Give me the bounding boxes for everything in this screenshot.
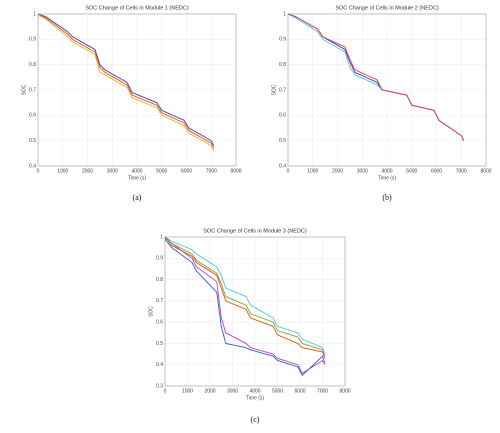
x-tick-label: 7000: [206, 168, 217, 174]
x-tick-label: 0: [287, 168, 290, 174]
x-tick-label: 5000: [156, 168, 167, 174]
x-tick-label: 8000: [480, 168, 491, 174]
x-tick-label: 5000: [406, 168, 417, 174]
y-tick-label: 0.4: [29, 163, 36, 169]
y-tick-label: 0.5: [29, 138, 36, 144]
y-tick-label: 0.4: [279, 163, 286, 169]
x-tick-label: 4000: [381, 168, 392, 174]
x-tick-label: 1000: [57, 168, 68, 174]
caption: (c): [251, 415, 260, 424]
y-tick-label: 0.6: [279, 113, 286, 119]
y-axis-label: SOC: [148, 306, 154, 317]
series-line: [164, 238, 326, 377]
x-tick-label: 5000: [272, 388, 283, 394]
x-axis-label: Time (s): [378, 175, 396, 181]
x-tick-label: 2000: [204, 388, 215, 394]
x-tick-label: 3000: [357, 168, 368, 174]
y-tick-label: 0.6: [156, 319, 163, 325]
x-tick-label: 4000: [249, 388, 260, 394]
y-tick-label: 0.8: [29, 62, 36, 68]
caption: (a): [133, 193, 142, 202]
x-tick-label: 0: [164, 388, 167, 394]
x-tick-label: 2000: [82, 168, 93, 174]
x-tick-label: 0: [37, 168, 40, 174]
chart-title: SOC Change of Cells in Module 2 (NEDC): [335, 5, 438, 11]
x-tick-label: 1000: [307, 168, 318, 174]
x-tick-label: 4000: [131, 168, 142, 174]
series-line: [164, 236, 326, 359]
caption: (b): [382, 193, 392, 202]
y-tick-label: 0.9: [279, 37, 286, 43]
series-line: [37, 14, 215, 151]
series-line: [37, 13, 215, 149]
y-tick-label: 0.7: [156, 298, 163, 304]
y-tick-label: 0.6: [29, 113, 36, 119]
x-axis-label: Time (s): [128, 175, 146, 181]
x-tick-label: 6000: [294, 388, 305, 394]
x-tick-label: 7000: [317, 388, 328, 394]
y-tick-label: 0.7: [29, 87, 36, 93]
y-tick-label: 0.4: [156, 362, 163, 368]
x-tick-label: 7000: [456, 168, 467, 174]
x-tick-label: 1000: [182, 388, 193, 394]
x-tick-label: 6000: [181, 168, 192, 174]
y-tick-label: 0.9: [29, 37, 36, 43]
y-axis-label: SOC: [21, 84, 27, 95]
x-tick-label: 2000: [332, 168, 343, 174]
y-tick-label: 0.5: [156, 341, 163, 347]
y-tick-label: 0.8: [279, 62, 286, 68]
series-line: [164, 237, 326, 357]
x-tick-label: 6000: [431, 168, 442, 174]
series-line: [287, 13, 465, 141]
y-tick-label: 0.9: [156, 256, 163, 262]
y-tick-label: 0.8: [156, 277, 163, 283]
x-tick-label: 3000: [227, 388, 238, 394]
series-line: [37, 13, 215, 146]
series-line: [164, 236, 326, 374]
x-tick-label: 8000: [339, 388, 350, 394]
y-tick-label: 1: [160, 234, 163, 240]
chart-title: SOC Change of Cells in Module 1 (NEDC): [85, 5, 188, 11]
y-tick-label: 1: [283, 11, 286, 17]
x-tick-label: 3000: [107, 168, 118, 174]
x-axis-label: Time (s): [246, 395, 264, 401]
series-line: [164, 236, 326, 355]
x-tick-label: 8000: [230, 168, 241, 174]
y-tick-label: 0.3: [156, 383, 163, 389]
y-tick-label: 0.5: [279, 138, 286, 144]
chart-title: SOC Change of Cells in Module 3 (NEDC): [203, 228, 306, 234]
y-tick-label: 1: [33, 11, 36, 17]
y-axis-label: SOC: [271, 84, 277, 95]
y-tick-label: 0.7: [279, 87, 286, 93]
